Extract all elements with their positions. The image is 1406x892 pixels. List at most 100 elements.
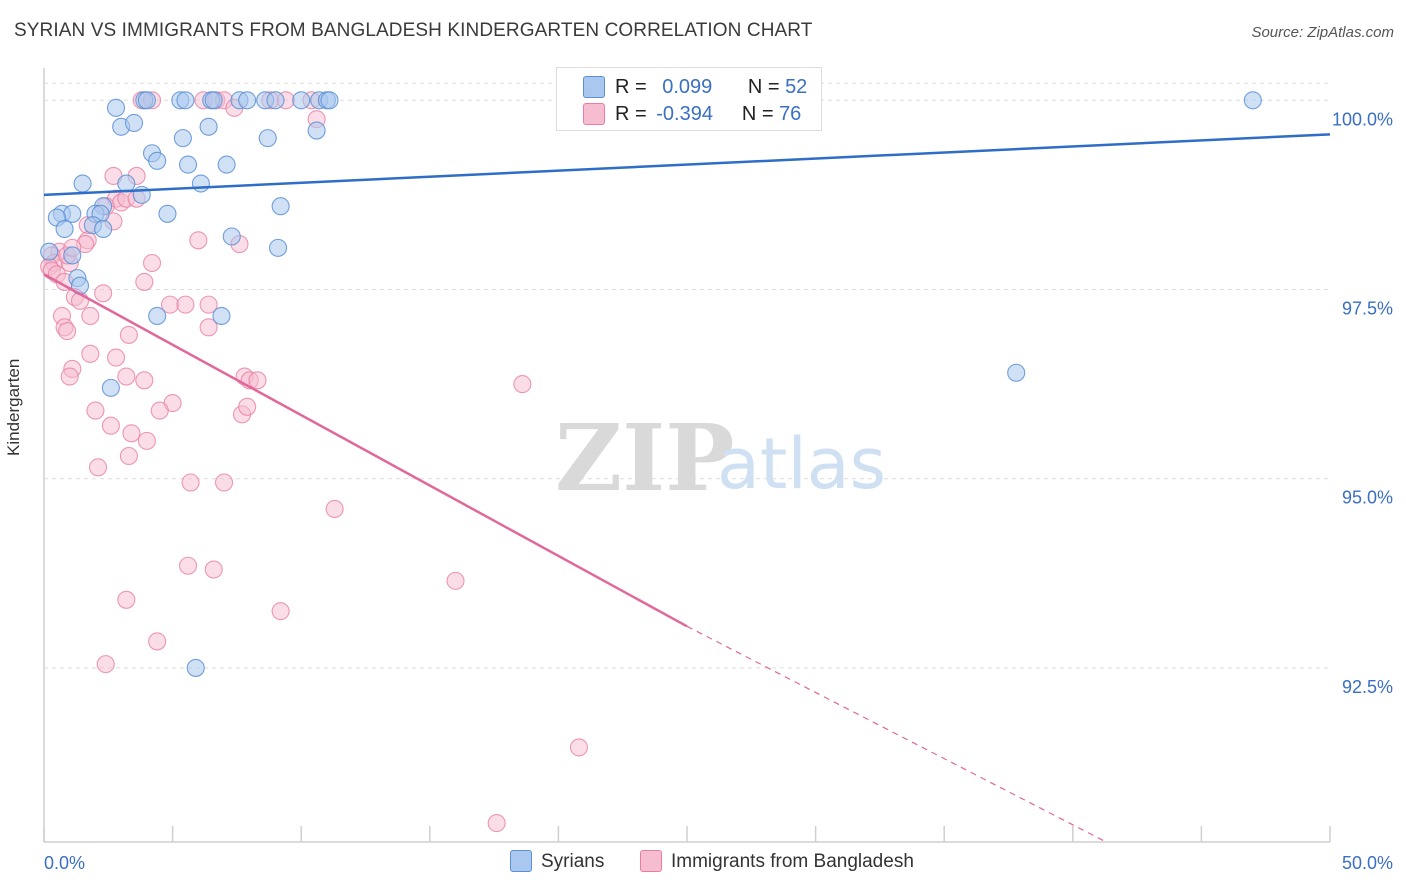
bangladesh-point xyxy=(119,325,138,344)
syrians-point xyxy=(199,117,218,136)
x-tick-label: 50.0% xyxy=(1342,853,1393,873)
syrians-points xyxy=(40,91,1262,677)
bangladesh-point xyxy=(487,814,506,833)
syrians-point xyxy=(292,91,311,110)
syrians-point xyxy=(1007,363,1026,382)
bangladesh-point xyxy=(94,284,113,303)
bangladesh-point xyxy=(199,295,218,314)
syrians-point xyxy=(186,658,205,677)
syrians-point xyxy=(217,155,236,174)
chart-title: SYRIAN VS IMMIGRANTS FROM BANGLADESH KIN… xyxy=(14,20,813,41)
syrians-point xyxy=(63,204,82,223)
syrians-point xyxy=(176,91,195,110)
bangladesh-point xyxy=(513,375,532,394)
bangladesh-point xyxy=(101,416,120,435)
bangladesh-point xyxy=(204,560,223,579)
bangladesh-point xyxy=(135,272,154,291)
tick-labels: 92.5% 95.0% 97.5% 100.0% 0.0% 50.0% xyxy=(44,109,1393,873)
trend-lines xyxy=(43,133,1331,843)
bangladesh-point xyxy=(271,602,290,621)
syrians-legend-label: Syrians xyxy=(541,851,605,872)
bangladesh-point xyxy=(122,424,141,443)
syrians-point xyxy=(307,121,326,140)
syrians-point xyxy=(269,238,288,257)
syrians-point xyxy=(222,227,241,246)
syrians-point xyxy=(204,91,223,110)
legend-row-bangladesh-text: R = -0.394 N = 76 xyxy=(615,103,801,126)
watermark-zip: ZIP xyxy=(555,404,734,512)
chart-source: Source: ZipAtlas.com xyxy=(1251,24,1394,41)
syrians-point xyxy=(320,91,339,110)
bangladesh-point xyxy=(119,446,138,466)
syrians-point xyxy=(148,306,167,326)
y-tick-label: 95.0% xyxy=(1342,488,1393,508)
syrians-point xyxy=(1243,91,1262,110)
bangladesh-point xyxy=(569,738,589,757)
r-value: 0.099 xyxy=(662,75,713,98)
bangladesh-point xyxy=(58,322,77,341)
syrians-point xyxy=(55,219,74,238)
bangladesh-point xyxy=(117,590,136,609)
syrians-point xyxy=(191,174,210,193)
bangladesh-point xyxy=(178,556,198,575)
syrians-swatch xyxy=(583,76,605,98)
bangladesh-point xyxy=(60,367,79,386)
bangladesh-trend-extension xyxy=(686,625,1107,843)
n-value: 52 xyxy=(785,75,808,98)
bangladesh-point xyxy=(81,306,100,326)
syrians-point xyxy=(94,219,113,238)
bangladesh-trend-line xyxy=(43,273,688,628)
r-value: -0.394 xyxy=(656,102,713,125)
bangladesh-points xyxy=(40,91,589,833)
bangladesh-point xyxy=(446,571,465,590)
bangladesh-point xyxy=(142,253,162,273)
n-label: N = xyxy=(741,102,774,125)
n-label: N = xyxy=(747,75,780,98)
correlation-legend: R = 0.099 N = 52 R = -0.394 N = 76 xyxy=(556,67,822,131)
bangladesh-point xyxy=(96,655,115,674)
x-tick-label: 0.0% xyxy=(44,853,85,873)
bangladesh-point xyxy=(248,371,267,390)
watermark-atlas: atlas xyxy=(717,423,886,505)
bangladesh-point xyxy=(181,473,200,492)
syrians-point xyxy=(238,91,257,110)
syrians-point xyxy=(63,246,82,265)
bangladesh-point xyxy=(148,632,167,651)
y-tick-label: 100.0% xyxy=(1332,109,1393,129)
bangladesh-point xyxy=(176,295,195,314)
syrians-point xyxy=(106,98,126,117)
bangladesh-point xyxy=(86,401,105,420)
syrians-trend-line xyxy=(43,133,1331,197)
bangladesh-point xyxy=(88,458,108,477)
bangladesh-point xyxy=(150,401,169,420)
bangladesh-point xyxy=(199,318,218,337)
syrians-point xyxy=(258,129,277,148)
bangladesh-legend-swatch xyxy=(640,850,662,872)
bangladesh-point xyxy=(135,371,154,390)
bangladesh-point xyxy=(137,431,156,450)
r-label: R = xyxy=(615,102,647,125)
bangladesh-point xyxy=(189,231,208,250)
syrians-point xyxy=(137,91,156,110)
syrians-point xyxy=(266,91,285,110)
syrians-point xyxy=(101,378,120,397)
bangladesh-point xyxy=(214,473,234,492)
syrians-point xyxy=(271,197,290,216)
syrians-point xyxy=(178,155,198,174)
r-label: R = xyxy=(615,75,647,98)
bangladesh-point xyxy=(325,499,344,519)
n-value: 76 xyxy=(779,102,802,125)
syrians-point xyxy=(212,306,231,326)
bangladesh-point xyxy=(106,348,126,367)
y-tick-label: 97.5% xyxy=(1342,298,1393,318)
bangladesh-point xyxy=(81,344,100,363)
bangladesh-point xyxy=(117,367,136,386)
syrians-point xyxy=(158,204,177,223)
watermark: ZIP atlas xyxy=(555,404,886,512)
syrians-point xyxy=(124,113,144,133)
bangladesh-legend-label: Immigrants from Bangladesh xyxy=(671,851,914,872)
axes xyxy=(43,68,1331,843)
syrians-point xyxy=(73,174,92,193)
y-tick-label: 92.5% xyxy=(1342,677,1393,697)
